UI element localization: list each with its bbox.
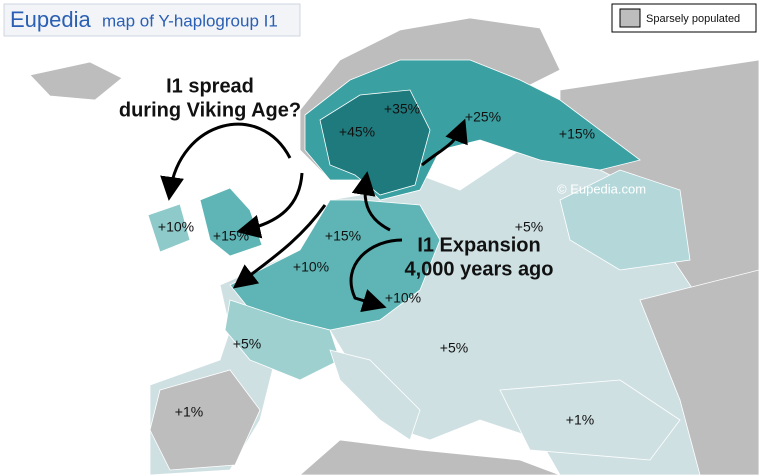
- region-label: +45%: [339, 124, 375, 140]
- region-label: +10%: [158, 219, 194, 235]
- annotation: I1 Expansion: [417, 234, 540, 256]
- region-label: +5%: [440, 340, 468, 356]
- land: [29, 17, 759, 475]
- header-box: [3, 3, 301, 37]
- region-label: +15%: [559, 126, 595, 142]
- arrows: [160, 118, 468, 313]
- region-label: +1%: [566, 412, 594, 428]
- region-label: +15%: [325, 228, 361, 244]
- region-label: +5%: [515, 219, 543, 235]
- region-label: +5%: [233, 336, 261, 352]
- region-label: +35%: [384, 101, 420, 117]
- annotation: during Viking Age?: [119, 99, 301, 121]
- annotation: I1 spread: [166, 75, 254, 97]
- header: Eupedia map of Y-haplogroup I1: [3, 3, 301, 37]
- region-label: +10%: [385, 290, 421, 306]
- region-label: +10%: [293, 259, 329, 275]
- logo: Eupedia: [10, 7, 92, 32]
- legend-swatch: [619, 8, 641, 28]
- region-label: +1%: [175, 404, 203, 420]
- annotation: 4,000 years ago: [405, 258, 554, 280]
- region-label: +25%: [465, 109, 501, 125]
- labels: +35% +45% +25% +15% +10% +15% +15% +10% +5% +10% +…: [119, 75, 595, 427]
- legend: Sparsely populated: [611, 3, 757, 33]
- map-title: map of Y-haplogroup I1: [102, 11, 278, 30]
- region-label: +15%: [213, 228, 249, 244]
- legend-label: Sparsely populated: [646, 13, 740, 25]
- watermark: © Eupedia.com: [557, 181, 646, 196]
